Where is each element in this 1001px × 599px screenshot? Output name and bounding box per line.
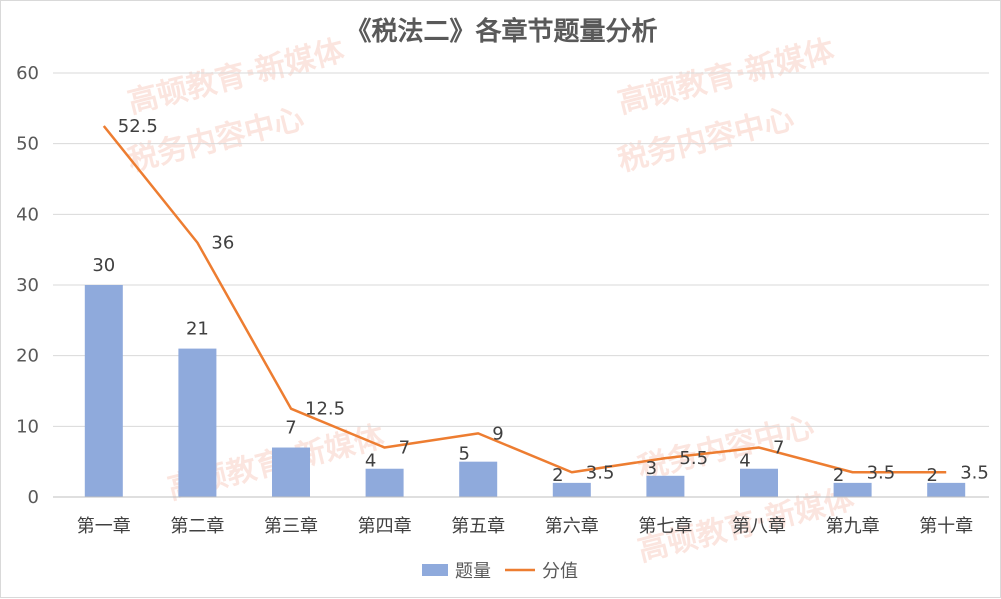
bar-data-label: 4 — [365, 451, 376, 472]
line-data-label: 7 — [399, 438, 410, 459]
x-tick-label: 第八章 — [732, 516, 786, 537]
line-data-label: 7 — [773, 438, 784, 459]
bar — [85, 285, 123, 497]
x-tick-label: 第二章 — [170, 516, 224, 537]
bar — [740, 469, 778, 497]
bar — [178, 349, 216, 497]
y-tick-label: 50 — [16, 134, 39, 155]
bar-data-label: 2 — [552, 465, 563, 486]
legend-swatch-bar — [422, 564, 448, 576]
line-data-label: 9 — [492, 423, 503, 444]
x-tick-label: 第三章 — [264, 516, 318, 537]
line-path — [104, 126, 946, 472]
watermark-text: 高顿教育·新媒体 — [614, 33, 838, 121]
line-data-label: 3.5 — [586, 462, 615, 483]
bar — [646, 476, 684, 497]
x-tick-label: 第五章 — [451, 516, 505, 537]
line-data-label: 5.5 — [679, 448, 708, 469]
x-tick-label: 第七章 — [638, 516, 692, 537]
bar-data-label: 3 — [646, 458, 657, 479]
legend: 题量 分值 — [422, 561, 578, 582]
x-tick-label: 第一章 — [77, 516, 131, 537]
bar-data-label: 2 — [926, 465, 937, 486]
y-tick-label: 30 — [16, 275, 39, 296]
y-tick-label: 10 — [16, 416, 39, 437]
line-data-label: 52.5 — [118, 116, 158, 137]
x-tick-label: 第四章 — [358, 516, 412, 537]
bar — [459, 462, 497, 497]
x-tick-label: 第十章 — [919, 516, 973, 537]
line-series — [104, 126, 947, 472]
bar — [272, 448, 310, 497]
line-data-label: 3.5 — [867, 462, 896, 483]
bar-data-label: 5 — [458, 444, 469, 465]
y-tick-label: 40 — [16, 204, 39, 225]
watermark-text: 税务内容中心 — [634, 409, 817, 487]
line-data-label: 3.5 — [960, 462, 989, 483]
legend-label: 题量 — [455, 561, 491, 582]
bar-data-label: 4 — [739, 451, 750, 472]
bar-data-label: 30 — [92, 255, 115, 276]
y-tick-label: 0 — [28, 487, 39, 508]
line-data-label: 12.5 — [305, 399, 345, 420]
watermark-text: 高顿教育·新媒体 — [124, 33, 348, 121]
bar-data-label: 21 — [186, 319, 209, 340]
bar — [366, 469, 404, 497]
bar-data-label: 2 — [833, 465, 844, 486]
y-tick-label: 20 — [16, 346, 39, 367]
line-data-label: 36 — [211, 233, 234, 254]
data-labels: 30 21 7 4 5 2 3 4 2 2 52.5 36 12.5 7 9 3.5 5.5 7 3.5 3.5 — [92, 116, 988, 486]
legend-label: 分值 — [542, 561, 578, 582]
y-tick-label: 60 — [16, 63, 39, 84]
bar-data-label: 7 — [285, 418, 296, 439]
x-tick-label: 第六章 — [545, 516, 599, 537]
x-tick-label: 第九章 — [826, 516, 880, 537]
y-axis: 0 10 20 30 40 50 60 — [16, 63, 39, 508]
